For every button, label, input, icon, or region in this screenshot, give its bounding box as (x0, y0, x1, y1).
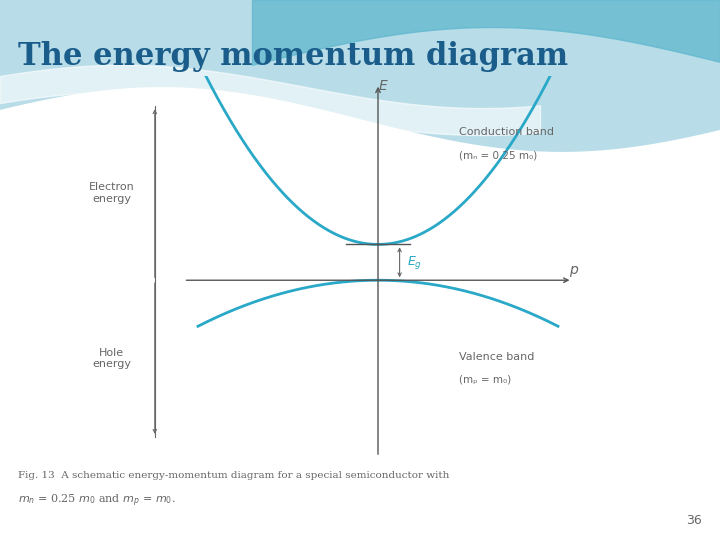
Text: Conduction band: Conduction band (459, 127, 554, 137)
Text: Valence band: Valence band (459, 352, 534, 362)
Text: $m_n$ = 0.25 $m_0$ and $m_p$ = $m_0$.: $m_n$ = 0.25 $m_0$ and $m_p$ = $m_0$. (18, 492, 176, 509)
Text: 36: 36 (686, 514, 702, 526)
Text: $E$: $E$ (378, 79, 389, 93)
Text: $p$: $p$ (569, 264, 579, 279)
Text: (mₚ = m₀): (mₚ = m₀) (459, 374, 511, 384)
Text: $E_g$: $E_g$ (407, 254, 422, 271)
Text: Electron
energy: Electron energy (89, 183, 135, 204)
Text: Fig. 13  A schematic energy-momentum diagram for a special semiconductor with: Fig. 13 A schematic energy-momentum diag… (18, 471, 449, 480)
Text: Hole
energy: Hole energy (92, 348, 131, 369)
Text: (mₙ = 0.25 m₀): (mₙ = 0.25 m₀) (459, 151, 537, 160)
Text: The energy momentum diagram: The energy momentum diagram (18, 41, 568, 72)
